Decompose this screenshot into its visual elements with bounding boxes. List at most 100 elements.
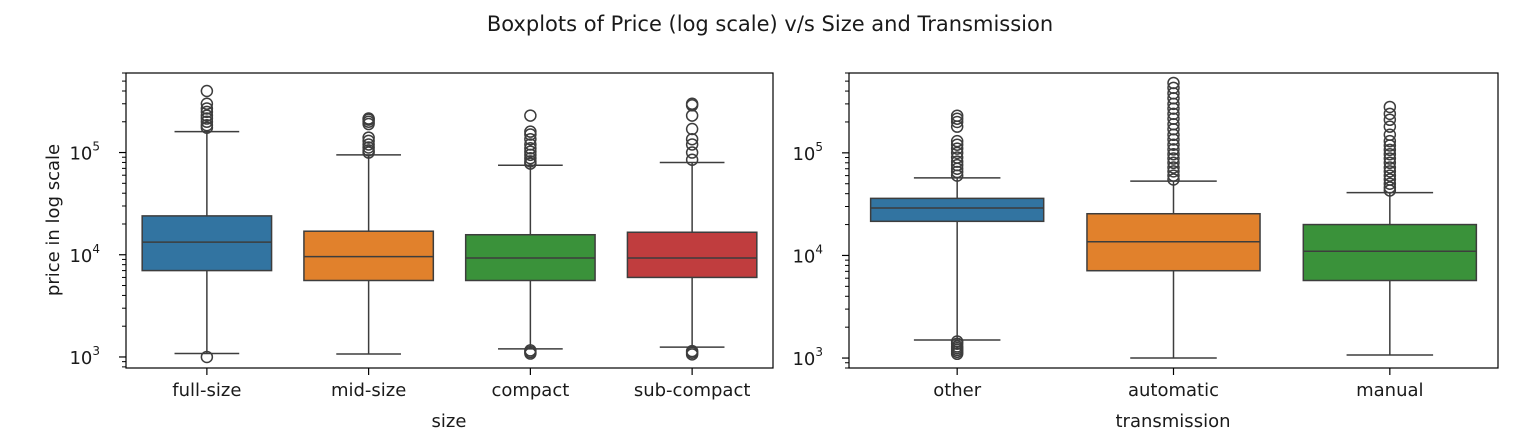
x-tick-label-automatic: automatic [1128, 380, 1219, 401]
x-tick-label-other: other [933, 380, 982, 401]
outlier-point [524, 151, 537, 165]
outlier-point [524, 145, 537, 158]
outlier-point [1167, 112, 1180, 125]
outlier-point [685, 153, 699, 167]
outlier-point [1383, 169, 1397, 182]
box-mid-size [303, 112, 435, 355]
outlier-point [1383, 107, 1397, 121]
y-tick-label: 105 [792, 140, 823, 165]
outlier-point [1167, 165, 1180, 178]
y-tick-exponent: 3 [815, 345, 823, 359]
outlier-point [1167, 76, 1180, 90]
y-tick-label: 104 [69, 242, 100, 267]
outlier-point [1383, 165, 1397, 178]
outlier-point [1167, 138, 1180, 151]
outlier-point [200, 118, 214, 132]
outlier-point [1167, 143, 1180, 156]
y-tick-exponent: 5 [92, 140, 100, 154]
outlier-point [1167, 107, 1180, 121]
outlier-point [1383, 177, 1397, 190]
y-tick-exponent: 4 [815, 242, 823, 256]
x-tick-label-full-size: full-size [172, 380, 241, 401]
outlier-point [950, 134, 964, 148]
outlier-point [524, 109, 537, 122]
outlier-point [1383, 161, 1397, 174]
outlier-point [362, 112, 375, 125]
outlier-point [685, 132, 699, 146]
outlier-point [1167, 169, 1180, 182]
outlier-point [362, 131, 375, 144]
outlier-point [1383, 181, 1397, 194]
box-sub-compact [626, 97, 758, 361]
outlier-point [1167, 173, 1180, 186]
figure-title: Boxplots of Price (log scale) v/s Size a… [487, 12, 1053, 36]
y-tick-label: 103 [792, 345, 823, 370]
x-tick-label-sub-compact: sub-compact [634, 380, 751, 401]
outlier-point [1383, 113, 1397, 127]
outlier-point [950, 112, 964, 125]
outlier-point [950, 155, 964, 168]
x-tick-label-compact: compact [491, 380, 569, 401]
outlier-point [685, 97, 699, 111]
outlier-point [1383, 152, 1397, 165]
outlier-point [524, 138, 537, 151]
outlier-point [685, 109, 699, 122]
x-tick-label-manual: manual [1356, 380, 1423, 401]
x-axis-label-transmission: transmission [1116, 411, 1231, 432]
outlier-point [1167, 152, 1180, 165]
x-axis-label-size: size [432, 411, 467, 432]
x-tick-label-mid-size: mid-size [331, 380, 406, 401]
outlier-point [1383, 100, 1397, 114]
y-tick-label: 105 [69, 140, 100, 165]
y-tick-exponent: 3 [92, 344, 100, 358]
outlier-point [1383, 173, 1397, 186]
box-automatic [1086, 76, 1261, 359]
outlier-point [1167, 156, 1180, 170]
outlier-point [685, 146, 699, 159]
outlier-point [200, 105, 214, 119]
outlier-point [685, 138, 699, 151]
transmission-boxplot-panel: transmission 103 104 105 other automatic manu… [792, 72, 1499, 432]
outlier-point [1167, 147, 1180, 161]
outlier-point [950, 109, 964, 122]
outlier-point [685, 344, 699, 358]
outlier-point [950, 335, 964, 348]
y-axis-label-price: price in log scale [43, 144, 64, 296]
iqr-box [869, 197, 1045, 223]
box-full-size [141, 84, 273, 364]
box-manual [1302, 100, 1478, 356]
outlier-point [950, 115, 964, 129]
y-tick-label: 104 [792, 242, 823, 267]
outlier-point [200, 109, 214, 122]
outlier-point [524, 155, 537, 168]
outlier-point [950, 158, 964, 172]
size-boxplot-panel: size price in log scale 103 104 105 full-si… [43, 72, 774, 432]
outlier-point [1383, 128, 1397, 142]
iqr-box [141, 215, 273, 272]
outlier-point [524, 344, 537, 357]
outlier-point [200, 84, 214, 98]
iqr-box [626, 231, 758, 279]
outlier-point [524, 125, 537, 138]
outlier-point [950, 151, 964, 164]
outlier-point [1167, 81, 1180, 95]
outlier-point [685, 122, 699, 136]
outlier-point [1383, 143, 1397, 157]
outlier-point [200, 112, 214, 125]
iqr-box [1302, 223, 1478, 282]
outlier-point [200, 102, 214, 115]
axes-frame [848, 72, 1499, 369]
outlier-point [362, 141, 375, 154]
outlier-point [1383, 134, 1397, 148]
outlier-point [1383, 120, 1397, 133]
outlier-point [950, 138, 964, 151]
outlier-point [200, 97, 214, 111]
outlier-point [524, 142, 537, 155]
outlier-point [524, 132, 537, 146]
y-tick-exponent: 5 [815, 140, 823, 154]
outlier-point [1167, 161, 1180, 174]
outlier-point [362, 138, 375, 151]
outlier-point [362, 134, 375, 148]
outlier-point [200, 115, 214, 129]
